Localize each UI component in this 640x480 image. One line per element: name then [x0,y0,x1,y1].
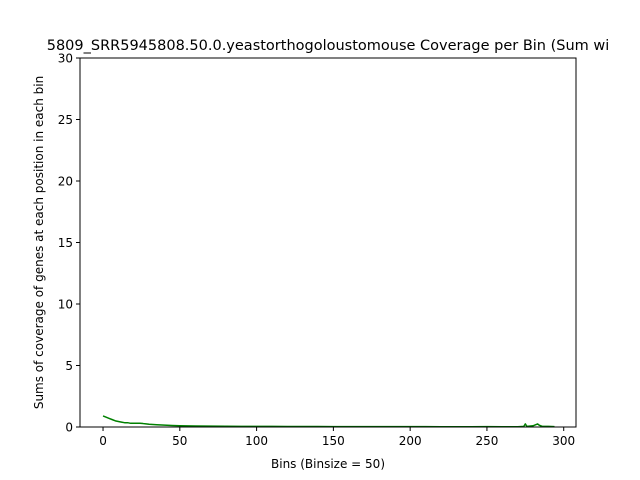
x-tick-label: 0 [99,434,107,448]
y-tick-label: 0 [65,421,73,435]
x-tick-label: 150 [322,434,345,448]
y-tick-label: 25 [58,113,73,127]
y-tick-label: 20 [58,175,73,189]
y-axis-label: Sums of coverage of genes at each positi… [32,76,46,409]
x-axis-label: Bins (Binsize = 50) [271,457,385,471]
x-tick-label: 100 [245,434,268,448]
y-tick-label: 5 [65,359,73,373]
x-tick-label: 250 [475,434,498,448]
y-tick-label: 10 [58,298,73,312]
x-tick-label: 50 [172,434,187,448]
y-tick-label: 30 [58,52,73,66]
x-tick-label: 200 [399,434,422,448]
plot-frame [79,57,577,428]
plot-area [80,58,576,427]
chart-title: 5809_SRR5945808.50.0.yeastorthogoloustom… [47,38,610,54]
x-tick-label: 300 [552,434,575,448]
y-tick-label: 15 [58,236,73,250]
